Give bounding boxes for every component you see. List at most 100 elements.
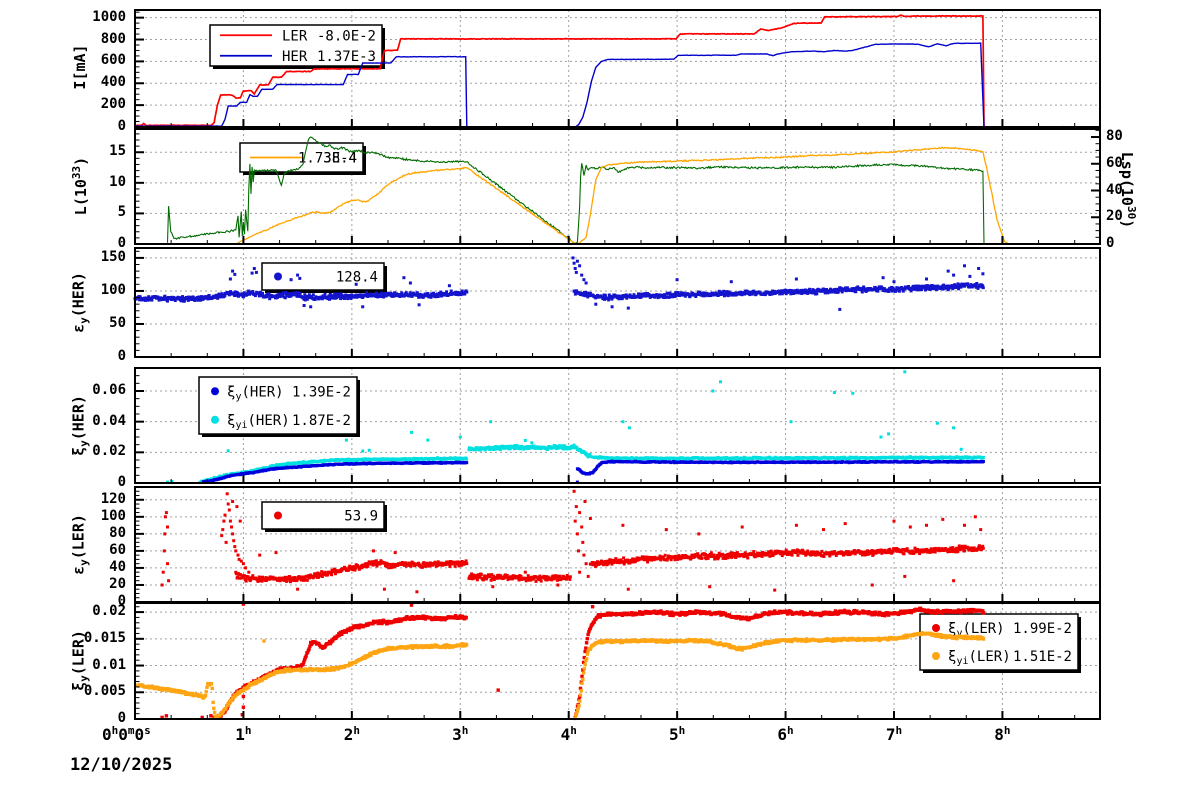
- scatter-marker: [614, 557, 618, 561]
- scatter-marker: [812, 291, 815, 295]
- scatter-marker: [438, 292, 442, 296]
- scatter-marker: [618, 561, 622, 565]
- scatter-marker: [780, 554, 784, 558]
- scatter-marker: [872, 287, 876, 291]
- scatter-marker: [303, 298, 307, 302]
- scatter-marker: [371, 563, 375, 567]
- scatter-marker: [305, 650, 310, 655]
- scatter-marker: [863, 553, 867, 557]
- legend-label: HER: [282, 49, 308, 65]
- scatter-marker: [289, 580, 292, 584]
- outlier-marker: [582, 553, 586, 557]
- outlier-marker: [583, 500, 587, 503]
- scatter-marker: [876, 289, 880, 293]
- scatter-marker: [375, 619, 380, 623]
- scatter-marker: [331, 294, 335, 298]
- outlier-marker: [582, 278, 586, 282]
- outlier-marker: [231, 532, 235, 536]
- scatter-marker: [192, 296, 196, 300]
- outlier-marker: [719, 380, 722, 384]
- scatter-marker: [809, 553, 813, 557]
- scatter-marker: [460, 289, 464, 293]
- scatter-marker: [581, 291, 585, 295]
- outlier-marker: [903, 370, 907, 374]
- series-luminosity-l: [166, 136, 985, 245]
- outlier-marker: [952, 273, 956, 277]
- scatter-marker: [296, 291, 300, 295]
- scatter-marker: [525, 447, 529, 451]
- scatter-marker: [181, 295, 184, 299]
- scatter-marker: [347, 628, 352, 633]
- outlier-marker: [166, 525, 169, 529]
- scatter-marker: [912, 550, 916, 554]
- scatter-marker: [349, 297, 353, 300]
- scatter-marker: [700, 556, 704, 560]
- scatter-marker: [815, 550, 819, 554]
- outlier-marker: [675, 278, 679, 282]
- outlier-marker: [302, 304, 306, 307]
- outlier-marker: [952, 426, 956, 430]
- outlier-marker: [402, 276, 406, 280]
- outlier-marker: [584, 281, 588, 285]
- scatter-marker: [311, 293, 315, 297]
- scatter-marker: [717, 555, 721, 559]
- scatter-marker: [709, 551, 713, 555]
- scatter-marker: [268, 297, 272, 301]
- scatter-marker: [795, 548, 799, 552]
- legend-label: ξy(LER): [948, 621, 1005, 639]
- outlier-marker: [274, 551, 278, 555]
- scatter-marker: [176, 295, 180, 299]
- panel-frame: [134, 128, 1101, 245]
- outlier-marker: [574, 505, 578, 509]
- scatter-marker: [706, 556, 710, 560]
- scatter-marker: [408, 294, 411, 298]
- scatter-marker: [284, 291, 288, 294]
- scatter-marker: [318, 572, 322, 576]
- scatter-marker: [478, 575, 482, 579]
- outlier-marker: [234, 549, 238, 553]
- outlier-marker: [575, 259, 579, 263]
- scatter-marker: [743, 551, 747, 555]
- scatter-marker: [758, 551, 762, 555]
- scatter-marker: [815, 292, 819, 296]
- outlier-marker: [578, 264, 582, 268]
- scatter-marker: [951, 546, 955, 550]
- scatter-marker: [453, 564, 457, 568]
- scatter-marker: [802, 288, 806, 292]
- scatter-marker: [216, 294, 220, 298]
- scatter-marker: [624, 293, 628, 297]
- outlier-marker: [408, 281, 412, 285]
- scatter-marker: [326, 573, 330, 577]
- scatter-marker: [246, 292, 249, 296]
- line-path: [166, 136, 985, 245]
- scatter-marker: [163, 294, 167, 298]
- scatter-marker: [910, 549, 914, 553]
- scatter-marker: [538, 574, 542, 578]
- scatter-marker: [310, 295, 314, 299]
- outlier-marker: [892, 280, 896, 284]
- scatter-marker: [220, 292, 224, 296]
- scatter-marker: [436, 564, 439, 568]
- scatter-marker: [760, 554, 764, 558]
- scatter-marker: [603, 293, 607, 297]
- legend-box: [919, 613, 1079, 671]
- scatter-marker: [550, 578, 554, 582]
- scatter-marker: [398, 295, 402, 298]
- outlier-marker: [621, 523, 625, 527]
- outlier-marker: [393, 551, 397, 555]
- scatter-marker: [761, 550, 765, 554]
- scatter-marker: [469, 577, 473, 581]
- outlier-marker: [851, 391, 855, 395]
- legend-value: 1.73E-4: [298, 151, 357, 167]
- scatter-marker: [391, 562, 395, 566]
- outlier-marker: [887, 432, 891, 436]
- scatter-marker: [819, 552, 823, 556]
- outlier-marker: [575, 532, 579, 536]
- scatter-marker: [336, 292, 340, 296]
- outlier-marker: [881, 276, 885, 280]
- scatter-marker: [379, 294, 383, 298]
- scatter-marker: [676, 291, 680, 294]
- scatter-marker: [956, 549, 960, 553]
- scatter-marker: [308, 644, 312, 648]
